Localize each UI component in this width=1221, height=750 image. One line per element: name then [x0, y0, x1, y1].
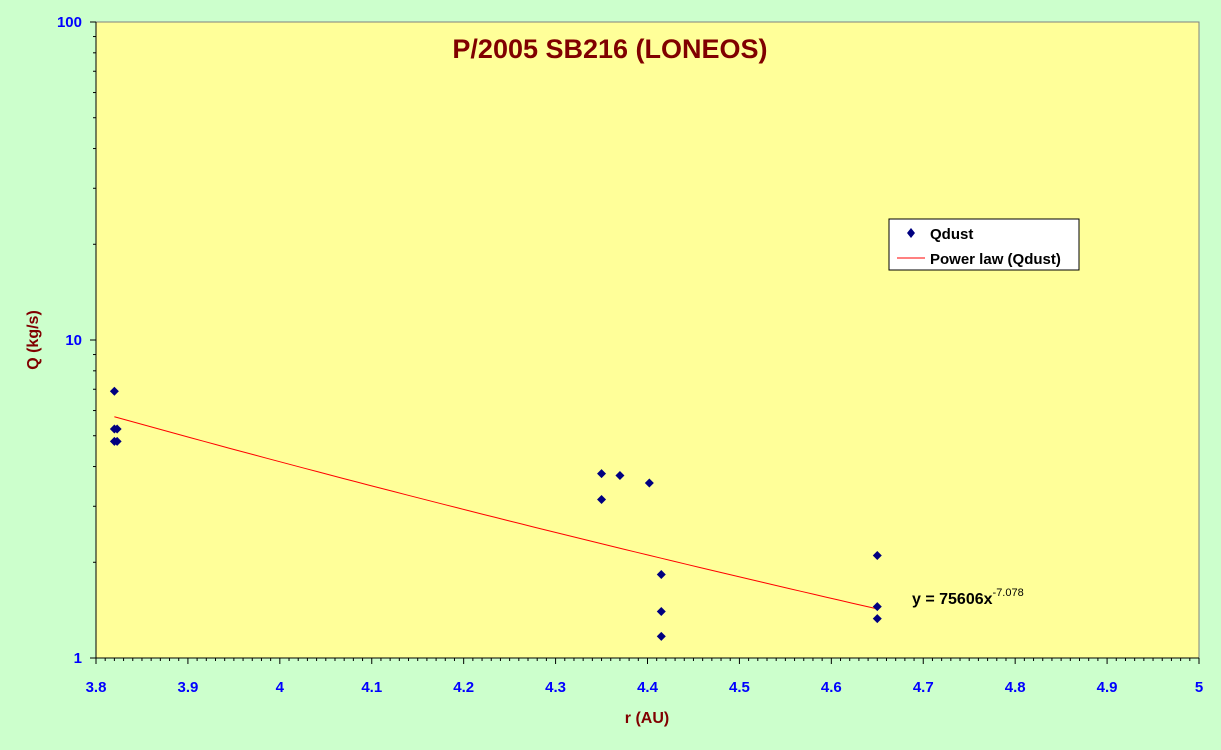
plot-area — [95, 21, 1200, 659]
equation-base: y = 75606x — [912, 591, 993, 608]
trendline-layer — [114, 416, 878, 610]
legend-label-power-law: Power law (Qdust) — [930, 251, 1061, 268]
data-points-layer — [109, 386, 882, 641]
data-point — [872, 614, 882, 624]
x-ticks: 3.8 3.9 4 4.1 4.2 4.3 4.4 4.5 4.6 4.7 4.8 4.9 5 — [86, 658, 1203, 696]
power-law-trendline — [114, 416, 878, 610]
legend: Qdust Power law (Qdust) — [888, 218, 1080, 271]
y-tick-label: 100 — [57, 14, 82, 31]
x-tick-label: 4 — [276, 679, 285, 696]
legend-label-qdust: Qdust — [930, 226, 973, 243]
x-tick-label: 5 — [1195, 679, 1203, 696]
x-tick-label: 4.7 — [913, 679, 934, 696]
legend-box — [888, 218, 1080, 271]
data-point — [112, 424, 122, 434]
y-tick-label: 1 — [74, 650, 82, 667]
data-point — [597, 469, 607, 479]
x-tick-label: 4.2 — [453, 679, 474, 696]
data-point — [872, 551, 882, 561]
equation-exponent: -7.078 — [993, 587, 1024, 599]
x-tick-label: 4.8 — [1005, 679, 1026, 696]
x-axis-title: r (AU) — [625, 710, 669, 727]
legend-marker-icon — [907, 228, 915, 238]
data-point — [656, 570, 666, 580]
data-point — [112, 436, 122, 446]
data-point — [109, 386, 119, 396]
x-tick-label: 4.6 — [821, 679, 842, 696]
x-tick-label: 4.5 — [729, 679, 750, 696]
data-point — [615, 470, 625, 480]
x-tick-label: 4.9 — [1097, 679, 1118, 696]
x-tick-label: 4.3 — [545, 679, 566, 696]
x-tick-label: 3.9 — [177, 679, 198, 696]
data-point — [597, 495, 607, 505]
trendline-equation: y = 75606x-7.078 — [912, 587, 1024, 608]
y-axis-title: Q (kg/s) — [25, 310, 42, 370]
chart-title: P/2005 SB216 (LONEOS) — [452, 34, 767, 64]
x-tick-label: 4.1 — [361, 679, 382, 696]
y-ticks: 1 10 100 — [57, 14, 96, 667]
y-tick-label: 10 — [65, 332, 82, 349]
data-point — [656, 631, 666, 641]
data-point — [644, 478, 654, 488]
data-point — [872, 602, 882, 612]
x-tick-label: 3.8 — [86, 679, 107, 696]
data-point — [656, 607, 666, 617]
x-tick-label: 4.4 — [637, 679, 659, 696]
